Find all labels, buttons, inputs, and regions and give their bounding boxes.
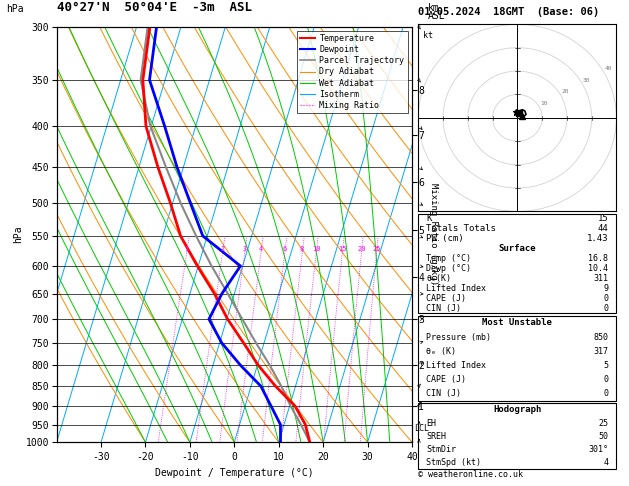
Text: 3: 3 — [242, 246, 247, 252]
Text: hPa: hPa — [6, 3, 24, 14]
Text: 50: 50 — [599, 432, 608, 441]
Text: 0: 0 — [603, 304, 608, 313]
Text: 850: 850 — [594, 332, 608, 342]
Legend: Temperature, Dewpoint, Parcel Trajectory, Dry Adiabat, Wet Adiabat, Isotherm, Mi: Temperature, Dewpoint, Parcel Trajectory… — [297, 31, 408, 113]
Text: 6: 6 — [282, 246, 287, 252]
Text: Totals Totals: Totals Totals — [426, 224, 496, 233]
Text: 4: 4 — [603, 458, 608, 467]
Text: Lifted Index: Lifted Index — [426, 284, 486, 293]
Text: SREH: SREH — [426, 432, 446, 441]
Text: 20: 20 — [562, 89, 569, 94]
Text: 9: 9 — [603, 284, 608, 293]
Text: 40: 40 — [604, 66, 612, 71]
Y-axis label: Mixing Ratio (g/kg): Mixing Ratio (g/kg) — [429, 183, 438, 286]
Text: 15: 15 — [598, 214, 608, 224]
Text: PW (cm): PW (cm) — [426, 234, 464, 243]
Text: θₑ (K): θₑ (K) — [426, 347, 456, 356]
Text: 5: 5 — [603, 361, 608, 370]
Text: Lifted Index: Lifted Index — [426, 361, 486, 370]
Text: StmDir: StmDir — [426, 445, 456, 454]
Text: ASL: ASL — [428, 11, 445, 21]
Text: Pressure (mb): Pressure (mb) — [426, 332, 491, 342]
Text: kt: kt — [423, 31, 433, 40]
Text: Hodograph: Hodograph — [493, 405, 542, 415]
Text: 0: 0 — [603, 294, 608, 303]
Text: EH: EH — [426, 418, 436, 428]
Text: 317: 317 — [594, 347, 608, 356]
Text: CIN (J): CIN (J) — [426, 304, 461, 313]
X-axis label: Dewpoint / Temperature (°C): Dewpoint / Temperature (°C) — [155, 468, 314, 478]
Text: 10.4: 10.4 — [589, 264, 608, 273]
Text: © weatheronline.co.uk: © weatheronline.co.uk — [418, 469, 523, 479]
Text: km: km — [428, 2, 440, 13]
Y-axis label: hPa: hPa — [13, 226, 23, 243]
Text: 30: 30 — [583, 78, 591, 83]
Text: 1.43: 1.43 — [587, 234, 608, 243]
Text: 4: 4 — [259, 246, 263, 252]
Text: 40°27'N  50°04'E  -3m  ASL: 40°27'N 50°04'E -3m ASL — [57, 0, 252, 14]
Text: 01.05.2024  18GMT  (Base: 06): 01.05.2024 18GMT (Base: 06) — [418, 7, 599, 17]
Text: 8: 8 — [300, 246, 304, 252]
Text: 10: 10 — [540, 101, 547, 106]
Text: LCL: LCL — [415, 424, 429, 433]
Text: 16.8: 16.8 — [589, 254, 608, 263]
Text: 15: 15 — [338, 246, 347, 252]
Text: CAPE (J): CAPE (J) — [426, 294, 466, 303]
Text: 0: 0 — [603, 375, 608, 384]
Text: 44: 44 — [598, 224, 608, 233]
Text: Dewp (°C): Dewp (°C) — [426, 264, 471, 273]
Text: 20: 20 — [357, 246, 365, 252]
Text: 0: 0 — [603, 389, 608, 399]
Text: 301°: 301° — [589, 445, 608, 454]
Text: K: K — [426, 214, 431, 224]
Text: Surface: Surface — [499, 244, 536, 253]
Text: 2: 2 — [220, 246, 225, 252]
Text: CIN (J): CIN (J) — [426, 389, 461, 399]
Text: Most Unstable: Most Unstable — [482, 318, 552, 328]
Text: 1: 1 — [184, 246, 189, 252]
Text: 10: 10 — [312, 246, 320, 252]
Text: 25: 25 — [599, 418, 608, 428]
Text: CAPE (J): CAPE (J) — [426, 375, 466, 384]
Text: θₑ(K): θₑ(K) — [426, 274, 451, 283]
Text: 25: 25 — [372, 246, 381, 252]
Text: Temp (°C): Temp (°C) — [426, 254, 471, 263]
Text: 311: 311 — [594, 274, 608, 283]
Text: StmSpd (kt): StmSpd (kt) — [426, 458, 481, 467]
